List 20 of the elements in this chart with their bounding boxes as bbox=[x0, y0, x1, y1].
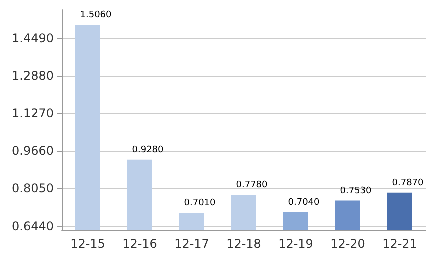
y-tick-label: 1.1270 bbox=[12, 106, 54, 120]
x-tick-label: 12-21 bbox=[382, 237, 418, 251]
x-tick-label: 12-15 bbox=[70, 237, 106, 251]
data-label: 0.7010 bbox=[184, 198, 216, 208]
data-label: 1.5060 bbox=[80, 10, 112, 20]
data-label: 0.7780 bbox=[236, 180, 268, 190]
data-label: 0.9280 bbox=[132, 145, 164, 156]
x-tick-label: 12-20 bbox=[330, 237, 366, 251]
x-tick-label: 12-17 bbox=[174, 237, 210, 251]
y-tick-label: 1.2880 bbox=[12, 68, 54, 83]
y-tick-label: 0.9660 bbox=[12, 144, 54, 158]
data-label: 0.7530 bbox=[340, 186, 372, 196]
y-tick-label: 1.4490 bbox=[12, 31, 54, 46]
y-tick-label: 0.8050 bbox=[12, 182, 54, 196]
x-tick-label: 12-19 bbox=[278, 237, 314, 251]
x-tick-label: 12-18 bbox=[226, 237, 262, 251]
data-label: 0.7870 bbox=[392, 178, 424, 188]
y-tick-label: 0.6440 bbox=[12, 219, 54, 234]
x-tick-label: 12-16 bbox=[122, 237, 158, 251]
data-label: 0.7040 bbox=[288, 198, 320, 208]
